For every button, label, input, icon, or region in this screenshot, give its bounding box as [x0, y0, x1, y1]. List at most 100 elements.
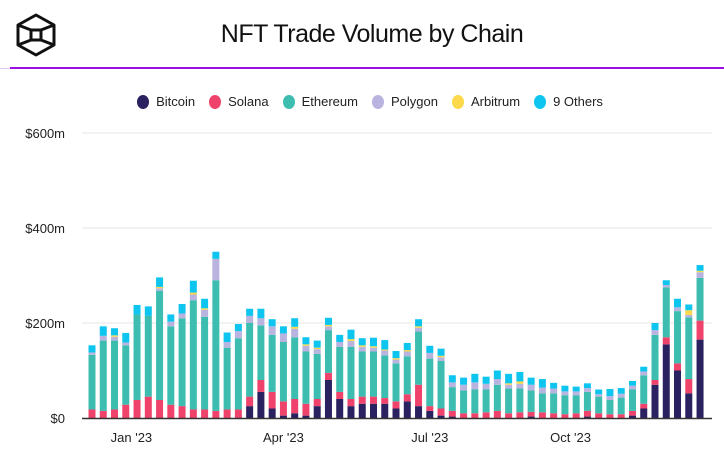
bar-segment-arbitrum[interactable]	[111, 335, 119, 337]
bar-segment-polygon[interactable]	[324, 326, 332, 331]
bar-segment-9-others[interactable]	[448, 375, 456, 383]
bar-stack[interactable]	[336, 334, 344, 418]
bar-segment-polygon[interactable]	[674, 307, 682, 312]
bar-segment-9-others[interactable]	[561, 385, 569, 392]
legend-item-bitcoin[interactable]: Bitcoin	[137, 94, 195, 109]
bar-segment-bitcoin[interactable]	[403, 401, 411, 418]
bar-segment-ethereum[interactable]	[426, 358, 434, 407]
bar-segment-9-others[interactable]	[437, 348, 445, 356]
bar-segment-polygon[interactable]	[527, 384, 535, 391]
bar-segment-ethereum[interactable]	[268, 334, 276, 392]
bar-segment-9-others[interactable]	[133, 304, 141, 315]
bar-segment-ethereum[interactable]	[505, 388, 513, 414]
bar-stack[interactable]	[189, 280, 197, 418]
bar-segment-solana[interactable]	[212, 410, 220, 418]
bar-segment-solana[interactable]	[561, 414, 569, 418]
bar-segment-ethereum[interactable]	[324, 330, 332, 373]
bar-segment-bitcoin[interactable]	[415, 406, 423, 418]
bar-segment-solana[interactable]	[223, 409, 231, 418]
bar-segment-ethereum[interactable]	[460, 390, 468, 414]
bar-segment-ethereum[interactable]	[606, 399, 614, 415]
bar-segment-9-others[interactable]	[279, 326, 287, 334]
bar-segment-9-others[interactable]	[122, 332, 130, 343]
bar-segment-9-others[interactable]	[460, 377, 468, 385]
bar-segment-polygon[interactable]	[212, 258, 220, 281]
bar-segment-9-others[interactable]	[144, 306, 152, 316]
bar-stack[interactable]	[324, 317, 332, 418]
bar-segment-arbitrum[interactable]	[347, 339, 355, 342]
bar-segment-solana[interactable]	[111, 409, 119, 418]
bar-stack[interactable]	[111, 328, 119, 418]
bar-segment-ethereum[interactable]	[572, 395, 580, 414]
bar-segment-polygon[interactable]	[437, 357, 445, 361]
bar-stack[interactable]	[493, 370, 501, 419]
bar-segment-solana[interactable]	[696, 320, 704, 340]
bar-segment-9-others[interactable]	[156, 277, 164, 287]
legend-item-ethereum[interactable]: Ethereum	[282, 94, 358, 109]
bar-segment-bitcoin[interactable]	[685, 393, 693, 418]
bar-segment-solana[interactable]	[291, 399, 299, 414]
bar-segment-polygon[interactable]	[279, 333, 287, 342]
bar-segment-9-others[interactable]	[628, 380, 636, 386]
bar-segment-solana[interactable]	[99, 410, 107, 418]
bar-segment-9-others[interactable]	[88, 345, 96, 353]
bar-stack[interactable]	[685, 304, 693, 418]
bar-segment-ethereum[interactable]	[336, 346, 344, 392]
bar-segment-solana[interactable]	[133, 399, 141, 418]
bar-segment-arbitrum[interactable]	[516, 381, 524, 384]
bar-segment-9-others[interactable]	[426, 345, 434, 353]
bar-segment-9-others[interactable]	[595, 389, 603, 395]
bar-segment-bitcoin[interactable]	[392, 408, 400, 419]
bar-segment-9-others[interactable]	[651, 323, 659, 331]
bar-stack[interactable]	[628, 380, 636, 418]
bar-segment-solana[interactable]	[302, 403, 310, 416]
bar-stack[interactable]	[302, 337, 310, 418]
bar-segment-ethereum[interactable]	[538, 393, 546, 413]
bar-stack[interactable]	[156, 277, 164, 418]
bar-stack[interactable]	[482, 376, 490, 418]
bar-stack[interactable]	[527, 377, 535, 418]
bar-segment-polygon[interactable]	[493, 379, 501, 385]
bar-segment-solana[interactable]	[144, 396, 152, 418]
bar-segment-9-others[interactable]	[201, 298, 209, 309]
bar-segment-ethereum[interactable]	[88, 354, 96, 410]
bar-stack[interactable]	[640, 366, 648, 418]
bar-segment-9-others[interactable]	[347, 329, 355, 340]
bar-stack[interactable]	[122, 332, 130, 418]
bar-segment-solana[interactable]	[370, 396, 377, 404]
bar-segment-9-others[interactable]	[223, 332, 231, 343]
bar-segment-9-others[interactable]	[403, 342, 411, 351]
bar-segment-solana[interactable]	[189, 409, 197, 418]
bar-segment-solana[interactable]	[482, 412, 490, 418]
bar-segment-solana[interactable]	[268, 391, 276, 409]
bar-segment-solana[interactable]	[617, 414, 625, 418]
bar-segment-polygon[interactable]	[88, 352, 96, 355]
bar-segment-ethereum[interactable]	[674, 311, 682, 364]
bar-segment-polygon[interactable]	[403, 351, 411, 357]
bar-segment-bitcoin[interactable]	[291, 413, 299, 418]
bar-stack[interactable]	[358, 338, 366, 418]
bar-segment-polygon[interactable]	[426, 352, 434, 359]
bar-segment-solana[interactable]	[201, 409, 209, 418]
bar-segment-9-others[interactable]	[640, 366, 648, 372]
bar-segment-ethereum[interactable]	[448, 387, 456, 411]
bar-segment-arbitrum[interactable]	[189, 292, 197, 295]
bar-segment-bitcoin[interactable]	[336, 399, 344, 418]
bar-stack[interactable]	[381, 340, 389, 418]
bar-segment-9-others[interactable]	[516, 371, 524, 382]
bar-segment-polygon[interactable]	[561, 391, 569, 396]
bar-segment-solana[interactable]	[471, 413, 479, 418]
bar-segment-solana[interactable]	[674, 363, 682, 371]
bar-segment-9-others[interactable]	[370, 337, 377, 347]
bar-stack[interactable]	[471, 373, 479, 418]
bar-stack[interactable]	[347, 329, 355, 418]
bar-segment-polygon[interactable]	[201, 309, 209, 317]
bar-segment-ethereum[interactable]	[617, 397, 625, 415]
bar-segment-ethereum[interactable]	[302, 351, 310, 404]
bar-segment-ethereum[interactable]	[471, 389, 479, 414]
bar-segment-9-others[interactable]	[257, 308, 265, 319]
bar-segment-arbitrum[interactable]	[403, 350, 411, 352]
bar-segment-ethereum[interactable]	[516, 388, 524, 413]
bar-segment-9-others[interactable]	[178, 304, 186, 314]
bar-segment-solana[interactable]	[583, 410, 591, 417]
